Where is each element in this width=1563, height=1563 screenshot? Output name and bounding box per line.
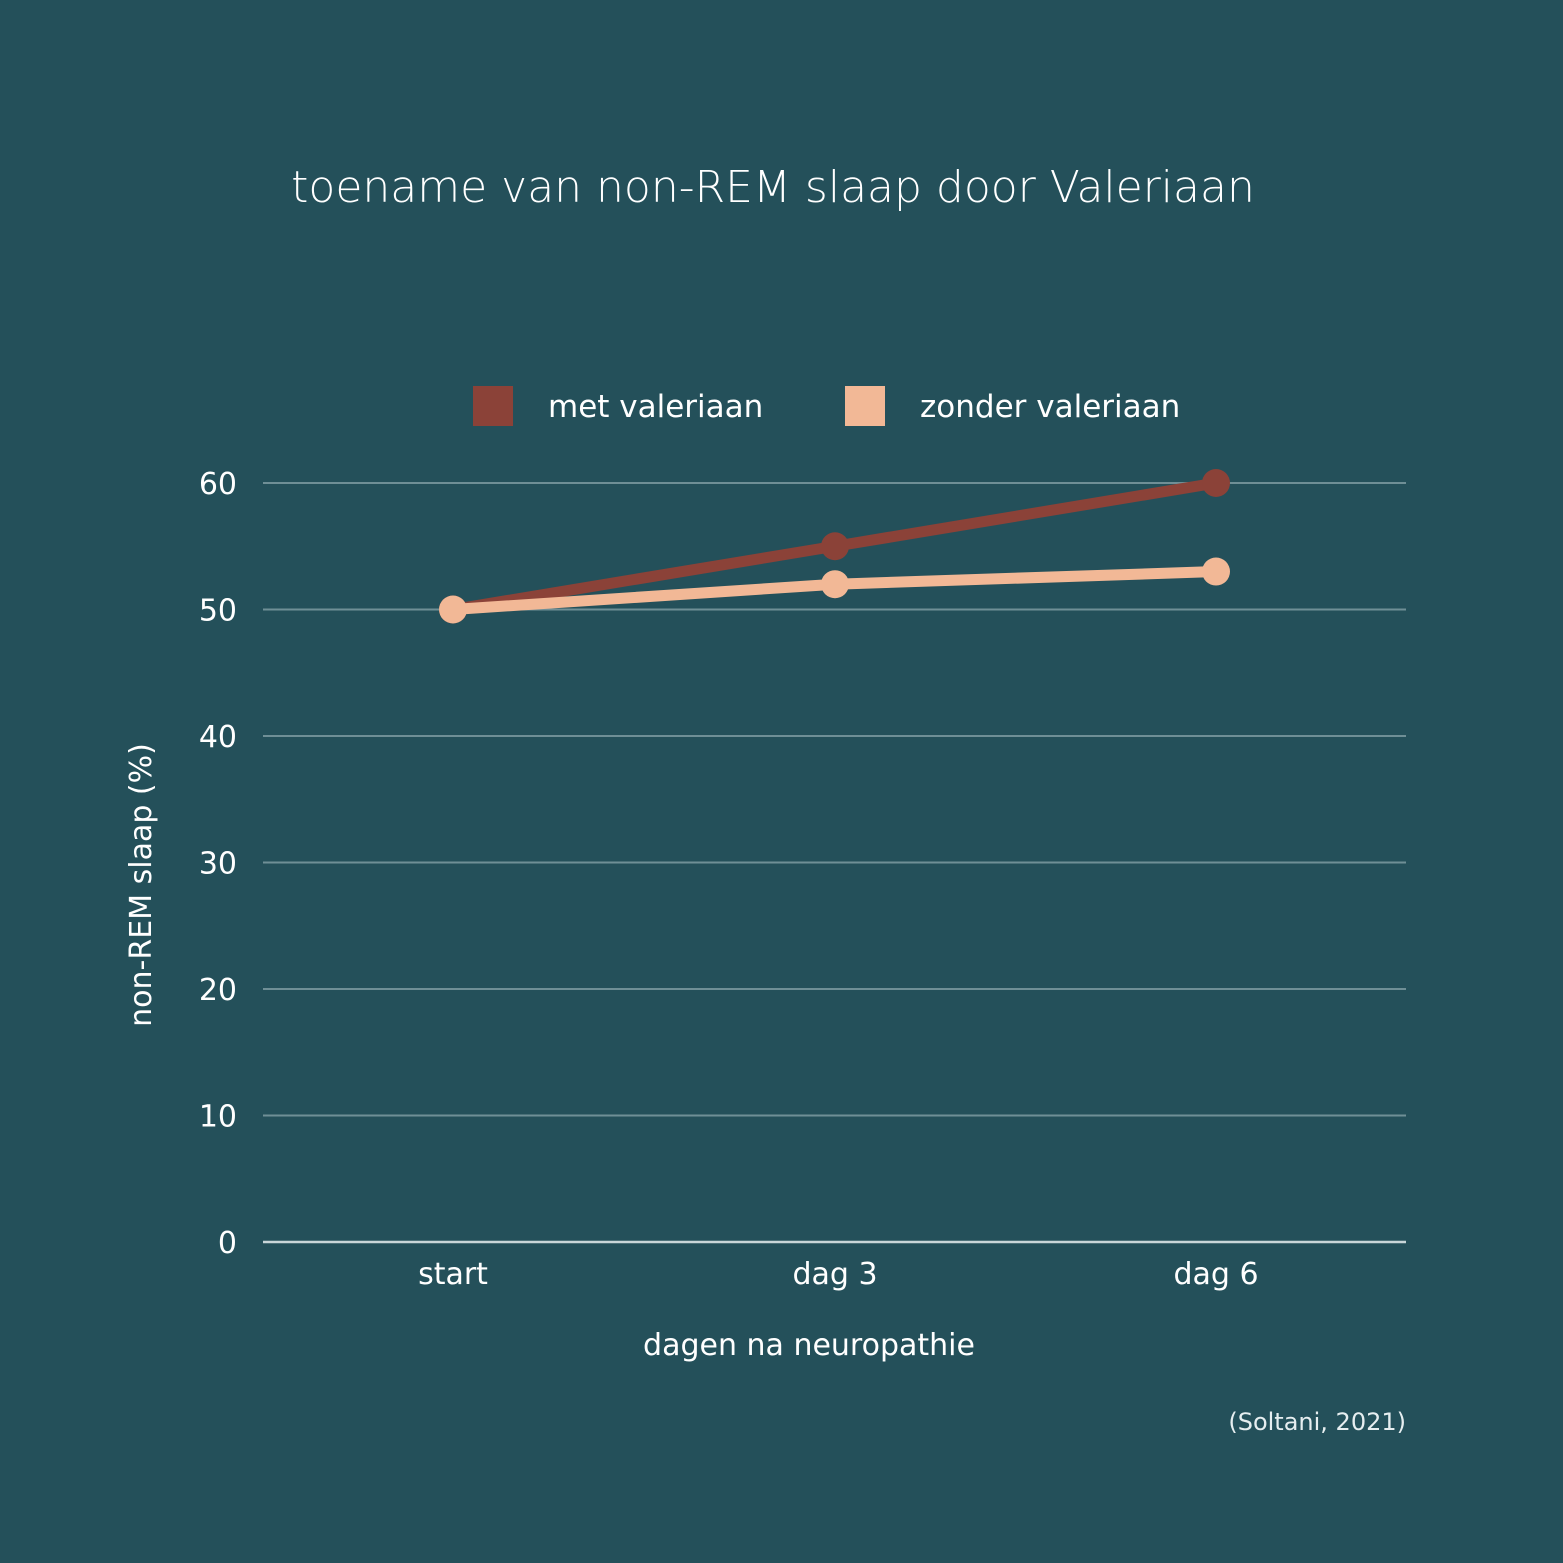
- x-tick-label-1: dag 3: [792, 1257, 877, 1292]
- data-point-met-valeriaan-1: [821, 532, 849, 561]
- x-tick-label-2: dag 6: [1173, 1257, 1258, 1292]
- series-layer: [439, 469, 1230, 624]
- x-tick-label-0: start: [418, 1257, 488, 1292]
- y-tick-label-20: 20: [199, 973, 237, 1008]
- data-point-zonder-valeriaan-1: [821, 570, 849, 599]
- y-tick-label-10: 10: [199, 1100, 237, 1135]
- y-tick-label-30: 30: [199, 847, 237, 882]
- legend-label-zonder-valeriaan: zonder valeriaan: [920, 389, 1180, 425]
- y-axis-ticks: 0 10 20 30 40 50 60: [199, 467, 237, 1261]
- source-citation: (Soltani, 2021): [1228, 1408, 1406, 1436]
- legend-swatch-zonder-valeriaan: [845, 386, 885, 426]
- y-tick-label-50: 50: [199, 594, 237, 629]
- legend: met valeriaan zonder valeriaan: [473, 386, 1180, 426]
- series-zonder-valeriaan: [439, 557, 1230, 624]
- y-tick-label-40: 40: [199, 720, 237, 755]
- y-tick-label-0: 0: [218, 1226, 237, 1261]
- data-point-zonder-valeriaan-0: [439, 595, 467, 624]
- legend-swatch-met-valeriaan: [473, 386, 513, 426]
- legend-label-met-valeriaan: met valeriaan: [548, 389, 763, 425]
- y-tick-label-60: 60: [199, 467, 237, 502]
- data-point-met-valeriaan-2: [1202, 469, 1230, 497]
- y-axis-label: non-REM slaap (%): [124, 743, 159, 1027]
- x-axis-ticks: start dag 3 dag 6: [418, 1257, 1258, 1292]
- data-point-zonder-valeriaan-2: [1202, 557, 1230, 586]
- chart-title: toename van non-REM slaap door Valeriaan: [291, 162, 1255, 213]
- x-axis-label: dagen na neuropathie: [643, 1328, 975, 1363]
